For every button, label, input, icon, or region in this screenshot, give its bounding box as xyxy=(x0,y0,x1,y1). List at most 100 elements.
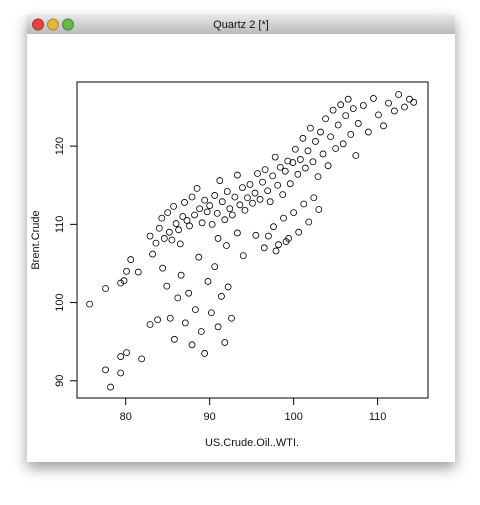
point xyxy=(171,335,178,343)
point xyxy=(146,232,154,240)
point xyxy=(214,235,222,242)
point xyxy=(289,159,297,166)
point xyxy=(188,341,196,349)
point xyxy=(181,199,188,206)
point xyxy=(354,120,362,127)
point xyxy=(186,222,193,230)
point xyxy=(223,242,230,249)
point xyxy=(168,236,176,244)
point xyxy=(281,167,289,175)
point xyxy=(305,218,313,226)
point xyxy=(134,268,142,276)
point xyxy=(380,122,387,130)
point xyxy=(163,282,171,290)
zoom-button[interactable] xyxy=(62,18,74,31)
x-tick-label: 110 xyxy=(369,411,387,423)
point xyxy=(201,196,209,204)
point xyxy=(254,170,261,177)
minimize-button[interactable] xyxy=(47,18,59,31)
point xyxy=(175,226,183,234)
point xyxy=(300,200,308,208)
point xyxy=(138,355,146,363)
point xyxy=(218,198,226,206)
point xyxy=(158,214,166,222)
point xyxy=(214,323,222,331)
point xyxy=(264,187,272,195)
point xyxy=(152,239,160,247)
point xyxy=(193,184,201,192)
point xyxy=(164,209,172,217)
point xyxy=(272,247,280,255)
point xyxy=(290,209,298,217)
point xyxy=(352,152,360,159)
point xyxy=(233,229,241,237)
point xyxy=(183,217,191,224)
title-bar xyxy=(27,15,455,34)
point xyxy=(191,211,198,219)
point xyxy=(309,158,317,166)
point xyxy=(191,306,199,314)
close-button[interactable] xyxy=(32,18,44,31)
point xyxy=(304,147,312,155)
point xyxy=(208,220,216,228)
point xyxy=(315,206,323,213)
point xyxy=(211,192,219,199)
point xyxy=(259,178,266,186)
point xyxy=(117,279,125,287)
point xyxy=(270,223,277,231)
point xyxy=(260,244,268,252)
point xyxy=(280,214,287,222)
point xyxy=(195,253,203,261)
point xyxy=(401,103,408,111)
point xyxy=(198,219,206,227)
point xyxy=(295,228,303,236)
point xyxy=(337,101,345,109)
point xyxy=(332,145,340,152)
point xyxy=(375,111,382,119)
point xyxy=(223,188,231,195)
point xyxy=(221,216,229,224)
point xyxy=(176,240,184,248)
point xyxy=(339,140,347,148)
point xyxy=(201,350,209,357)
point xyxy=(249,199,256,207)
point xyxy=(265,232,272,240)
point xyxy=(302,164,309,172)
point xyxy=(231,193,239,201)
point xyxy=(213,210,221,217)
point xyxy=(204,278,212,285)
point xyxy=(165,228,173,236)
point xyxy=(307,124,314,132)
point xyxy=(196,205,203,213)
point xyxy=(286,180,294,188)
point xyxy=(155,224,163,232)
point xyxy=(274,181,282,189)
point xyxy=(216,177,224,184)
point xyxy=(342,112,350,120)
point xyxy=(123,349,130,357)
point xyxy=(266,198,274,206)
point xyxy=(188,193,196,201)
point xyxy=(395,91,403,98)
point xyxy=(241,206,249,214)
point xyxy=(317,128,324,136)
point xyxy=(207,309,215,317)
point xyxy=(228,211,236,219)
point xyxy=(120,277,128,285)
point xyxy=(410,98,418,106)
point xyxy=(102,366,109,374)
point xyxy=(117,369,125,377)
point xyxy=(174,294,182,302)
y-axis-label: Brent.Crude xyxy=(30,210,42,269)
point xyxy=(279,191,287,199)
point xyxy=(228,314,235,322)
point xyxy=(391,107,398,115)
point xyxy=(166,314,174,322)
point xyxy=(385,99,392,107)
point xyxy=(203,208,211,216)
point xyxy=(256,195,264,203)
point xyxy=(159,264,167,272)
point xyxy=(160,235,168,242)
